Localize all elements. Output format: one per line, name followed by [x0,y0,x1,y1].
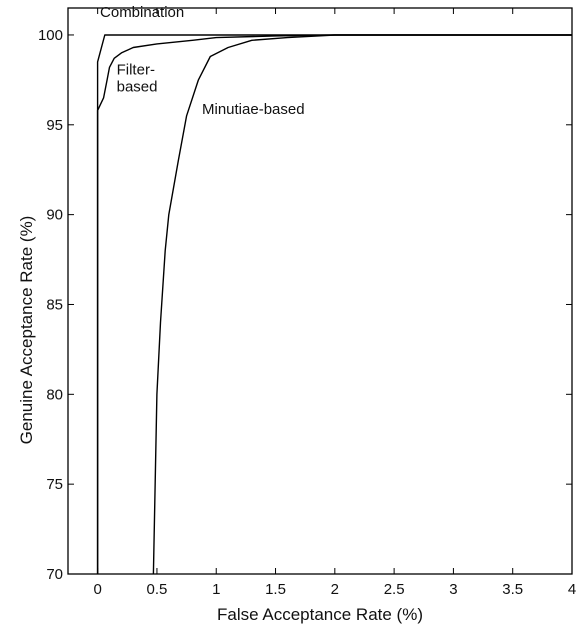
x-tick-label: 3 [449,581,457,598]
plot-frame [67,7,573,575]
series-line-combination [96,34,572,574]
y-tick-label: 70 [46,566,63,583]
x-axis-title: False Acceptance Rate (%) [217,605,423,624]
series-label-minutiae-based: Minutiae-based [202,101,305,118]
x-tick-label: 0.5 [147,581,168,598]
annotation-combination: Combination [100,4,184,21]
x-tick-label: 2.5 [384,581,405,598]
series-line-filter-based [96,34,572,574]
series-label-filter-based: Filter- [117,61,155,78]
y-tick-label: 85 [46,296,63,313]
x-tick-label: 2 [331,581,339,598]
x-tick-label: 1.5 [265,581,286,598]
y-tick-label: 95 [46,117,63,134]
x-tick-label: 0 [93,581,101,598]
y-tick-label: 100 [38,27,63,44]
series-line-minutiae-based [152,34,572,575]
y-tick-label: 90 [46,207,63,224]
y-tick-label: 75 [46,476,63,493]
series-label-filter-based: based [117,78,158,95]
x-tick-label: 4 [568,581,576,598]
y-axis-title: Genuine Acceptance Rate (%) [17,216,36,445]
y-tick-label: 80 [46,386,63,403]
x-tick-label: 3.5 [502,581,523,598]
x-tick-label: 1 [212,581,220,598]
